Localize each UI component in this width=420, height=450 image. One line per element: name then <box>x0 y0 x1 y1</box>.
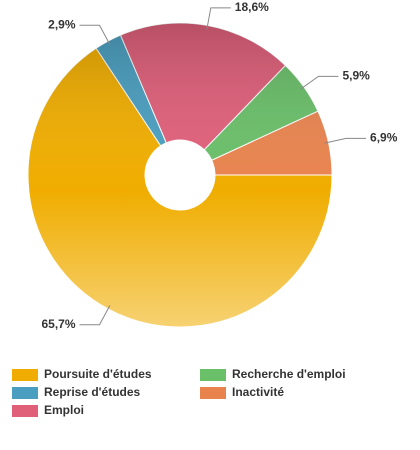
legend-label: Reprise d'études <box>44 385 141 399</box>
legend-swatch <box>200 387 226 399</box>
legend-label: Emploi <box>44 403 84 417</box>
data-label: 2,9% <box>48 17 76 31</box>
leader-line <box>206 7 231 30</box>
legend-swatch <box>200 369 226 381</box>
legend-label: Inactivité <box>232 385 284 399</box>
leader-line <box>79 24 111 45</box>
legend-swatch <box>12 369 38 381</box>
data-label: 6,9% <box>370 131 398 145</box>
leader-line <box>300 75 339 90</box>
leader-line <box>324 137 367 144</box>
legend-swatch <box>12 387 38 399</box>
donut-hole <box>145 140 215 210</box>
data-label: 65,7% <box>41 317 75 331</box>
leader-line <box>79 305 111 326</box>
legend-swatch <box>12 405 38 417</box>
data-label: 5,9% <box>342 69 370 83</box>
legend-label: Poursuite d'études <box>44 367 152 381</box>
legend-label: Recherche d'emploi <box>232 367 346 381</box>
data-label: 18,6% <box>235 0 269 14</box>
